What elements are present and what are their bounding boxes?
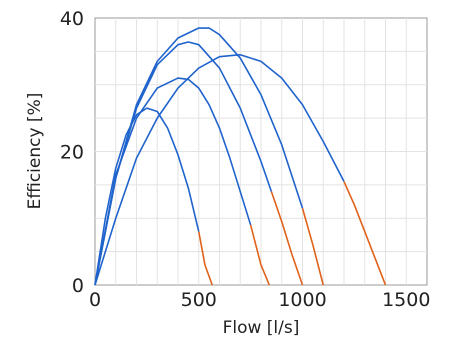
series-tail-2 <box>249 224 271 286</box>
grid <box>95 18 427 285</box>
x-tick-label: 0 <box>89 289 101 311</box>
series-tail-1 <box>197 231 213 286</box>
y-tick-label: 20 <box>60 142 84 164</box>
series-tail-3 <box>270 191 304 286</box>
x-axis-label: Flow [l/s] <box>223 318 300 338</box>
y-axis-label: Efficiency [%] <box>25 93 45 210</box>
x-tick-label: 1000 <box>278 289 326 311</box>
series-line-2 <box>94 77 252 286</box>
x-tick-label: 1500 <box>382 289 430 311</box>
x-tick-label: 500 <box>181 289 217 311</box>
series-tail-4 <box>301 208 325 286</box>
series-tail-5 <box>343 181 387 286</box>
series-lines <box>94 27 387 286</box>
y-tick-label: 40 <box>60 8 84 30</box>
series-line-5 <box>94 53 345 286</box>
tick-labels: 0 500 1000 1500 0 20 40 <box>60 8 431 311</box>
series-line-1 <box>94 107 200 286</box>
y-tick-label: 0 <box>72 275 84 297</box>
series-line-4 <box>94 27 304 286</box>
